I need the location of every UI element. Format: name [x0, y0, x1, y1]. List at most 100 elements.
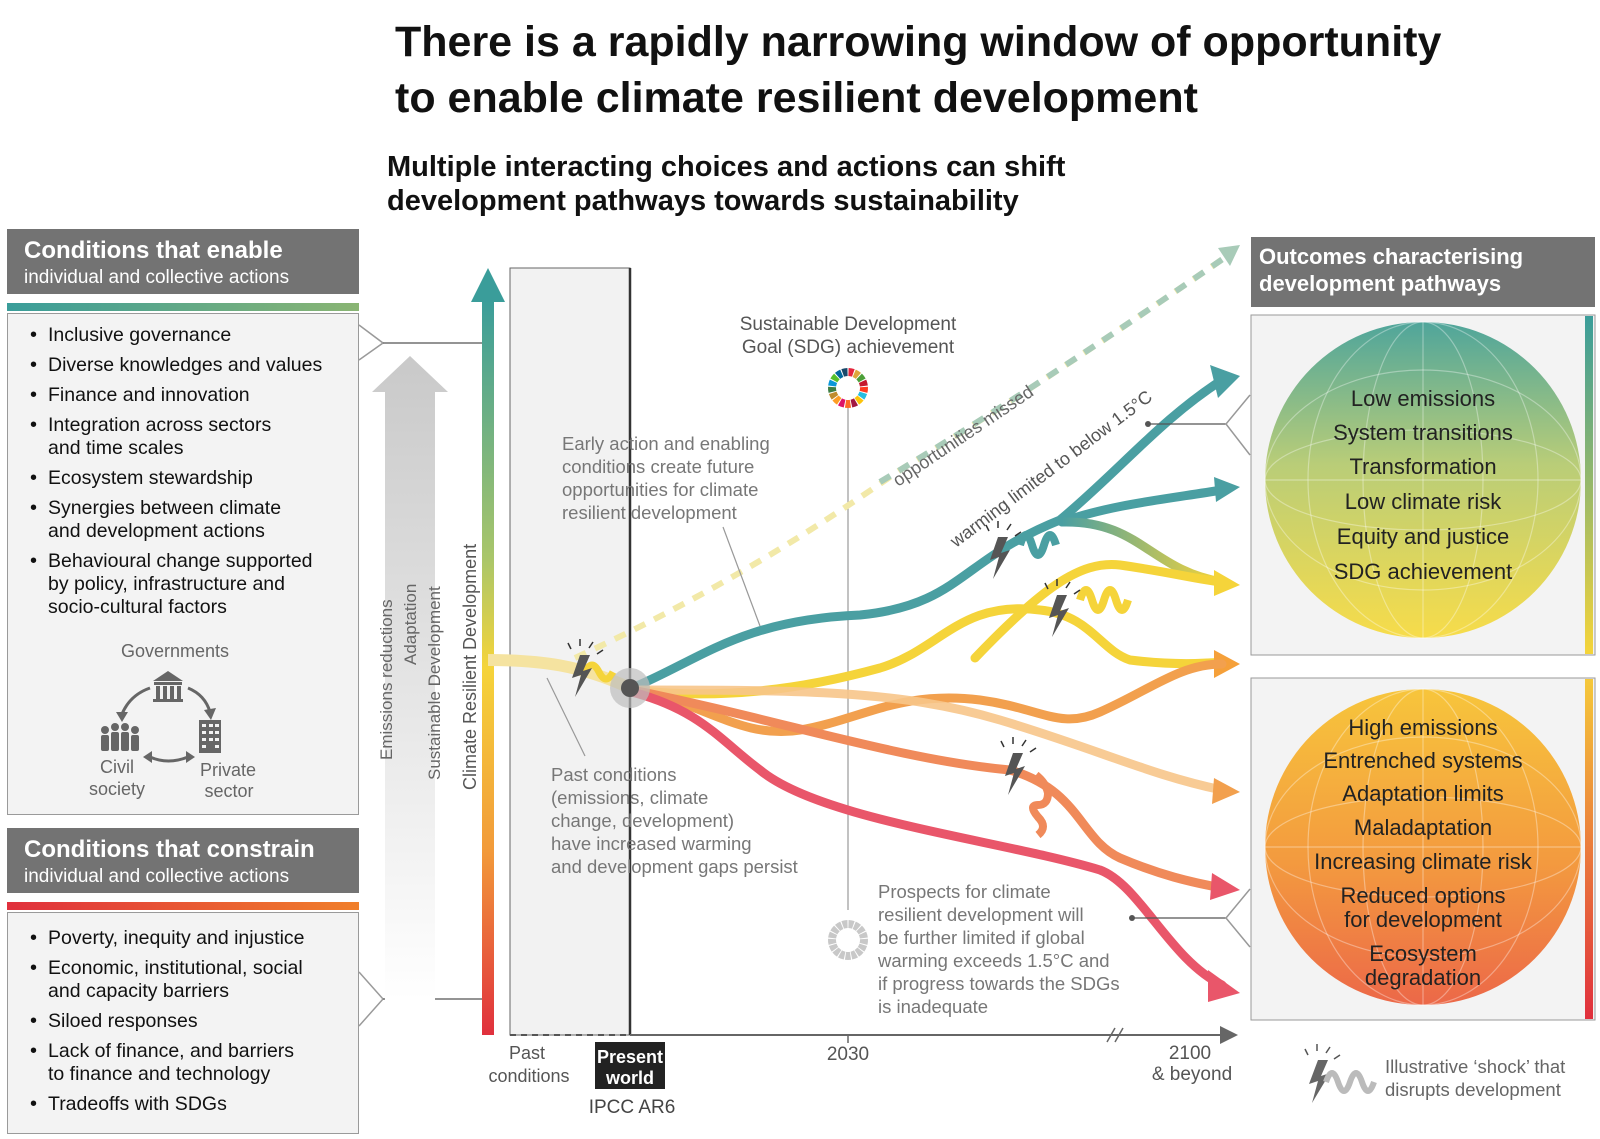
prospects-annotation: Prospects for climate resilient developm…: [877, 881, 1120, 1017]
sdg-wheel-segment: [841, 920, 848, 929]
sdg-wheel-grey-icon: [828, 920, 868, 961]
sdg-wheel-segment: [848, 920, 855, 929]
negative-outcomes-list: High emissions Entrenched systems Adapta…: [1314, 715, 1533, 990]
actors-cycle: Governments: [89, 641, 256, 801]
outcomes-heading-1: Outcomes characterising: [1259, 244, 1524, 269]
outcome-entrenched-systems: Entrenched systems: [1323, 748, 1522, 773]
legend-shock-icon: [1304, 1044, 1377, 1103]
past-line-3: change, development): [551, 810, 734, 831]
outcome-ecosystem-2: degradation: [1365, 965, 1481, 990]
constrain-list: Poverty, inequity and injustice Economic,…: [28, 927, 358, 1116]
outcome-maladaptation: Maladaptation: [1354, 815, 1492, 840]
x-label-past-1: Past: [509, 1043, 545, 1063]
actor-civil-2: society: [89, 779, 145, 799]
office-building-icon: [199, 720, 221, 753]
sdg-wheel-segment: [828, 379, 838, 387]
sdg-wheel-segment: [857, 943, 868, 952]
past-line-2: (emissions, climate: [551, 787, 708, 808]
prospects-line-4: warming exceeds 1.5°C and: [877, 950, 1110, 971]
lightning-shock-icon-2: [985, 521, 1022, 579]
people-icon: [101, 723, 139, 751]
prospects-line-1: Prospects for climate: [878, 881, 1051, 902]
lightning-shock-icon: [567, 639, 604, 697]
opportunities-label: opportunities missed: [889, 381, 1037, 490]
outcome-reduced-options-2: for development: [1344, 907, 1502, 932]
grey-up-arrow: [372, 356, 448, 1000]
constrain-header: Conditions that constrain individual and…: [7, 828, 359, 893]
arrow-label-sustainable: Sustainable Development: [425, 586, 444, 780]
sdg-wheel-segment: [830, 373, 840, 383]
sdg-wheel-segment: [848, 368, 855, 377]
present-world-badge: [595, 1042, 665, 1089]
shock-legend: Illustrative ‘shock’ that disrupts devel…: [1304, 1044, 1565, 1103]
sdg-wheel-icon: [828, 368, 868, 409]
outcome-low-emissions: Low emissions: [1351, 386, 1495, 411]
sdg-wheel-segment: [844, 399, 852, 409]
enable-condition-item: Finance and innovation: [28, 384, 358, 407]
early-line-4: resilient development: [562, 502, 737, 523]
sdg-wheel-segment: [858, 931, 868, 939]
pathway-red: [627, 687, 1227, 990]
legend-line-2: disrupts development: [1385, 1079, 1561, 1100]
arrow-label-adaptation: Adaptation: [401, 584, 420, 665]
sdg-wheel-segment: [850, 950, 859, 960]
x-axis-arrowhead: [1220, 1026, 1238, 1044]
sdg-wheel-segment: [828, 938, 837, 945]
y-axis-arrowhead: [471, 268, 505, 302]
outcome-high-emissions: High emissions: [1348, 715, 1497, 740]
constrain-condition-item: Siloed responses: [28, 1010, 358, 1033]
outcome-increasing-risk: Increasing climate risk: [1314, 849, 1533, 874]
outcome-ecosystem-1: Ecosystem: [1369, 941, 1477, 966]
sdg-wheel-segment: [834, 921, 844, 931]
pathway-orange-pale: [627, 685, 1227, 795]
enable-panel: Inclusive governance Diverse knowledges a…: [7, 313, 359, 815]
sdg-wheel-segment: [859, 938, 868, 945]
x-label-2030: 2030: [827, 1044, 869, 1065]
cycle-arrows-icon: [116, 686, 216, 763]
lightning-shock-icon-4: [1000, 737, 1037, 795]
actor-civil-1: Civil: [100, 757, 134, 777]
x-label-ipcc: IPCC AR6: [589, 1097, 676, 1118]
page-subtitle: Multiple interacting choices and actions…: [387, 150, 1065, 218]
prospects-line-6: is inadequate: [878, 996, 988, 1017]
sdg-wheel-segment: [828, 386, 837, 393]
x-label-present-1: Present: [597, 1047, 663, 1067]
enable-condition-item: Diverse knowledges and values: [28, 354, 358, 377]
constrain-color-bar: [7, 902, 359, 910]
constrain-condition-item: Poverty, inequity and injustice: [28, 927, 358, 950]
outcome-system-transitions: System transitions: [1333, 420, 1513, 445]
pathway-yellow: [627, 604, 1227, 699]
past-line-5: and development gaps persist: [551, 856, 798, 877]
sdg-wheel-segment: [850, 398, 859, 408]
early-action-annotation: Early action and enabling conditions cre…: [562, 433, 770, 523]
x-label-2100-2: & beyond: [1152, 1064, 1232, 1085]
sdg-label-1: Sustainable Development: [740, 314, 957, 335]
y-axis-label: Climate Resilient Development: [460, 544, 480, 790]
title-line-1: There is a rapidly narrowing window of o…: [395, 18, 1442, 66]
sdg-wheel-segment: [837, 398, 846, 408]
outcomes-heading-2: development pathways: [1259, 271, 1502, 296]
outcome-reduced-options-1: Reduced options: [1340, 883, 1505, 908]
sdg-wheel-segment: [844, 951, 852, 961]
sdg-wheel-segment: [856, 925, 866, 935]
past-line-4: have increased warming: [551, 833, 752, 854]
title-line-2: to enable climate resilient development: [395, 74, 1198, 122]
positive-outcomes-sphere: [1265, 322, 1581, 638]
sdg-wheel-segment: [828, 391, 839, 400]
past-conditions-annotation: Past conditions (emissions, climate chan…: [551, 764, 798, 877]
enable-condition-item: Inclusive governance: [28, 324, 358, 347]
page-title: There is a rapidly narrowing window of o…: [395, 14, 1441, 126]
outcome-transformation: Transformation: [1349, 454, 1496, 479]
y-axis-bar: [482, 300, 494, 1035]
past-conditions-area: [509, 267, 631, 1036]
early-line-2: conditions create future: [562, 456, 754, 477]
pathway-teal-top: [627, 375, 1227, 693]
enable-list: Inclusive governance Diverse knowledges a…: [28, 324, 358, 619]
constrain-heading: Conditions that constrain: [24, 836, 315, 863]
sdg-wheel-segment: [830, 925, 840, 935]
constrain-condition-item: Tradeoffs with SDGs: [28, 1093, 358, 1116]
x-label-present-2: world: [605, 1068, 654, 1088]
